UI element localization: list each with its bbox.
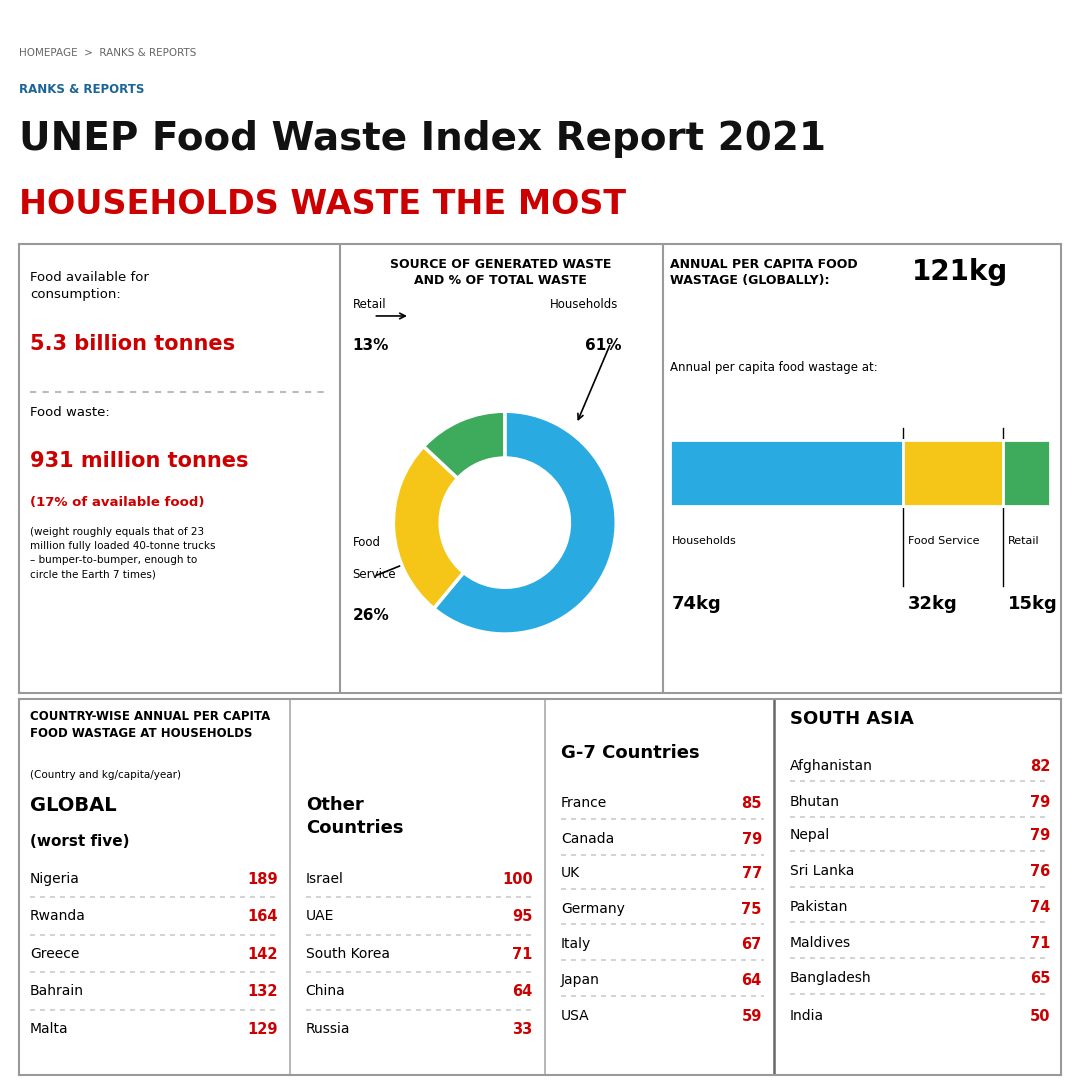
Text: ANNUAL PER CAPITA FOOD
WASTAGE (GLOBALLY):: ANNUAL PER CAPITA FOOD WASTAGE (GLOBALLY… (670, 257, 858, 286)
Text: currentaffairs.adda247.com: currentaffairs.adda247.com (409, 8, 671, 25)
Text: Maldives: Maldives (789, 935, 851, 949)
Text: 26%: 26% (352, 608, 390, 623)
Bar (671, 441, 903, 507)
Text: 142: 142 (247, 947, 278, 962)
Text: Nepal: Nepal (789, 828, 831, 842)
Text: 77: 77 (742, 866, 761, 881)
Text: Russia: Russia (306, 1022, 350, 1036)
Text: Rwanda: Rwanda (30, 909, 85, 923)
Wedge shape (434, 411, 617, 634)
Text: 32kg: 32kg (908, 594, 958, 612)
Text: 71: 71 (512, 947, 532, 962)
Text: 13%: 13% (352, 338, 389, 353)
Text: 50: 50 (1029, 1009, 1050, 1024)
Text: Food available for
consumption:: Food available for consumption: (30, 271, 149, 301)
Text: Greece: Greece (30, 947, 79, 961)
Text: 75: 75 (741, 902, 761, 917)
Text: 164: 164 (247, 909, 278, 924)
Text: Malta: Malta (30, 1022, 68, 1036)
Text: USA: USA (561, 1009, 590, 1023)
Text: UAE: UAE (306, 909, 334, 923)
Text: Canada: Canada (561, 833, 615, 847)
Text: Other
Countries: Other Countries (306, 796, 403, 837)
Text: China: China (306, 984, 346, 998)
Text: 79: 79 (1030, 828, 1050, 843)
Text: France: France (561, 796, 607, 810)
Text: Retail: Retail (1009, 536, 1040, 546)
Bar (903, 441, 1003, 507)
Text: Service: Service (352, 568, 396, 581)
Text: Japan: Japan (561, 973, 599, 987)
Text: COUNTRY-WISE ANNUAL PER CAPITA
FOOD WASTAGE AT HOUSEHOLDS: COUNTRY-WISE ANNUAL PER CAPITA FOOD WAST… (30, 710, 270, 740)
Text: Afghanistan: Afghanistan (789, 759, 873, 773)
Wedge shape (423, 411, 504, 478)
Text: 74: 74 (1030, 900, 1050, 915)
Text: Israel: Israel (306, 872, 343, 886)
Text: 82: 82 (1029, 759, 1050, 774)
Text: Households: Households (550, 298, 618, 311)
Text: UK: UK (561, 866, 580, 880)
Text: Nigeria: Nigeria (30, 872, 80, 886)
Text: 71: 71 (1029, 935, 1050, 950)
Wedge shape (393, 446, 463, 608)
Text: Bhutan: Bhutan (789, 795, 840, 809)
Text: 121kg: 121kg (913, 257, 1009, 285)
Text: Sri Lanka: Sri Lanka (789, 864, 854, 878)
Text: 79: 79 (742, 833, 761, 847)
Text: 74kg: 74kg (672, 594, 721, 612)
Text: 64: 64 (513, 984, 532, 999)
Text: SOUTH ASIA: SOUTH ASIA (789, 710, 914, 728)
Text: 85: 85 (741, 796, 761, 811)
Text: Bangladesh: Bangladesh (789, 971, 872, 985)
Text: 15kg: 15kg (1009, 594, 1058, 612)
Text: 33: 33 (513, 1022, 532, 1037)
Text: RANKS & REPORTS: RANKS & REPORTS (19, 82, 145, 96)
Text: HOMEPAGE  >  RANKS & REPORTS: HOMEPAGE > RANKS & REPORTS (19, 48, 197, 58)
Text: Annual per capita food wastage at:: Annual per capita food wastage at: (670, 361, 878, 374)
Text: India: India (789, 1009, 824, 1023)
Text: (17% of available food): (17% of available food) (30, 496, 204, 509)
Text: Retail: Retail (352, 298, 387, 311)
Text: Households: Households (672, 536, 737, 546)
Text: GLOBAL: GLOBAL (30, 796, 117, 815)
Text: 132: 132 (247, 984, 278, 999)
Text: G-7 Countries: G-7 Countries (561, 744, 700, 761)
Text: Germany: Germany (561, 902, 624, 916)
Text: HOUSEHOLDS WASTE THE MOST: HOUSEHOLDS WASTE THE MOST (19, 188, 626, 221)
Text: 5.3 billion tonnes: 5.3 billion tonnes (30, 334, 235, 354)
Text: (Country and kg/capita/year): (Country and kg/capita/year) (30, 770, 180, 780)
Text: 67: 67 (742, 937, 761, 953)
Text: SOURCE OF GENERATED WASTE
AND % OF TOTAL WASTE: SOURCE OF GENERATED WASTE AND % OF TOTAL… (390, 257, 611, 286)
Text: (worst five): (worst five) (30, 834, 130, 849)
Text: 59: 59 (741, 1009, 761, 1024)
Bar (1003, 441, 1050, 507)
Text: Food Service: Food Service (908, 536, 980, 546)
Text: 931 million tonnes: 931 million tonnes (30, 450, 248, 471)
Text: UNEP Food Waste Index Report 2021: UNEP Food Waste Index Report 2021 (19, 120, 826, 158)
Text: 129: 129 (247, 1022, 278, 1037)
Text: 76: 76 (1030, 864, 1050, 879)
Text: Food waste:: Food waste: (30, 406, 109, 419)
Text: (weight roughly equals that of 23
million fully loaded 40-tonne trucks
– bumper-: (weight roughly equals that of 23 millio… (30, 527, 215, 579)
Text: 64: 64 (742, 973, 761, 988)
Text: 95: 95 (512, 909, 532, 924)
Text: 65: 65 (1029, 971, 1050, 986)
Text: Pakistan: Pakistan (789, 900, 848, 914)
Text: Italy: Italy (561, 937, 591, 951)
Text: 100: 100 (502, 872, 532, 887)
Text: Bahrain: Bahrain (30, 984, 84, 998)
Text: 61%: 61% (584, 338, 621, 353)
Text: 79: 79 (1030, 795, 1050, 810)
Text: 189: 189 (247, 872, 278, 887)
Text: South Korea: South Korea (306, 947, 390, 961)
Text: Food: Food (352, 536, 380, 549)
